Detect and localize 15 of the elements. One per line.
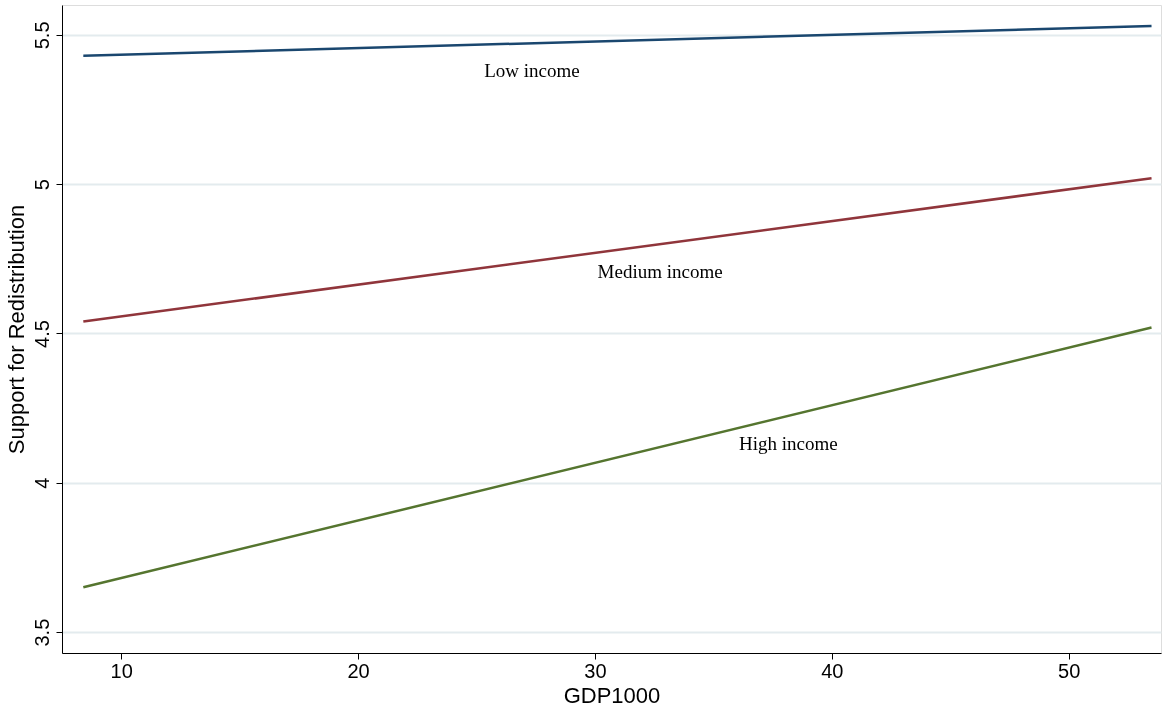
y-tick-label: 4.5 bbox=[30, 320, 53, 348]
y-tick-label: 5.5 bbox=[30, 21, 53, 50]
x-tick-label: 50 bbox=[1058, 659, 1081, 682]
y-axis-title: Support for Redistribution bbox=[3, 204, 29, 455]
x-tick-label: 40 bbox=[821, 659, 844, 682]
series-label: Medium income bbox=[597, 261, 723, 283]
x-axis-title: GDP1000 bbox=[563, 682, 661, 708]
x-tick-label: 10 bbox=[110, 659, 133, 682]
series-label: Low income bbox=[484, 60, 580, 82]
y-tick-label: 5 bbox=[30, 179, 53, 191]
y-tick-label: 3.5 bbox=[30, 618, 53, 647]
x-tick-label: 20 bbox=[347, 659, 370, 682]
y-tick-label: 4 bbox=[30, 477, 53, 489]
x-tick-label: 30 bbox=[584, 659, 607, 682]
series-label: High income bbox=[738, 432, 838, 454]
